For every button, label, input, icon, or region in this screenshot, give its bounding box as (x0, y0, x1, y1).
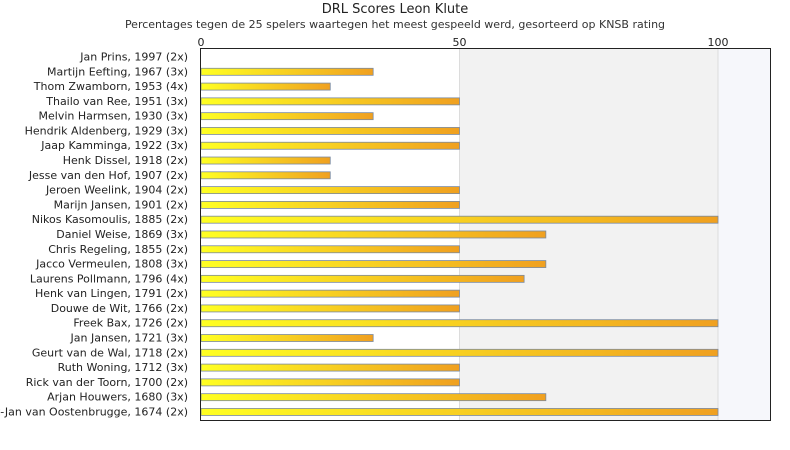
category-label: Marijn Jansen, 1901 (2x) (54, 198, 188, 211)
category-label: Jan Jansen, 1721 (3x) (70, 332, 188, 345)
bar (200, 230, 547, 239)
category-label: Arjan Houwers, 1680 (3x) (47, 391, 188, 404)
category-label: Thailo van Ree, 1951 (3x) (45, 95, 188, 108)
plot-frame (200, 48, 771, 421)
category-label: Jaap Kamminga, 1922 (3x) (40, 139, 188, 152)
bar (200, 97, 460, 106)
bar (200, 319, 719, 328)
category-label: t-Jan van Oostenbrugge, 1674 (2x) (0, 405, 188, 418)
category-label: Rick van der Toorn, 1700 (2x) (26, 376, 188, 389)
bar (200, 156, 331, 165)
category-label: Laurens Pollmann, 1796 (4x) (30, 272, 188, 285)
bar (200, 171, 331, 180)
category-label: Jan Prins, 1997 (2x) (79, 51, 188, 64)
bar (200, 334, 374, 342)
category-label: Nikos Kasomoulis, 1885 (2x) (32, 213, 188, 226)
chart-subtitle: Percentages tegen de 25 spelers waartege… (124, 18, 666, 31)
bar (200, 304, 460, 313)
category-label: Freek Bax, 1726 (2x) (73, 317, 188, 330)
category-label: Thom Zwamborn, 1953 (4x) (33, 80, 188, 93)
category-label: Henk Dissel, 1918 (2x) (63, 154, 188, 167)
category-label: Douwe de Wit, 1766 (2x) (51, 302, 188, 315)
category-label: Daniel Weise, 1869 (3x) (56, 228, 188, 241)
bar (200, 260, 547, 268)
bar (200, 215, 719, 224)
chart-title: DRL Scores Leon Klute (321, 2, 469, 17)
category-label: Melvin Harmsen, 1930 (3x) (39, 110, 188, 123)
bar (200, 393, 547, 402)
category-label: Jacco Vermeulen, 1808 (3x) (35, 258, 188, 271)
bar (200, 127, 460, 135)
bar (200, 274, 525, 283)
bar (200, 67, 374, 76)
bar (200, 408, 719, 416)
category-label: Hendrik Aldenberg, 1929 (3x) (25, 124, 188, 137)
bar (200, 363, 460, 372)
bar (200, 82, 331, 91)
category-label: Martijn Eefting, 1967 (3x) (47, 65, 188, 78)
category-label: Jeroen Weelink, 1904 (2x) (45, 184, 188, 197)
bar (200, 141, 460, 150)
x-tick-label: 0 (198, 36, 205, 49)
band-above-100 (718, 48, 771, 421)
bar (200, 112, 374, 121)
bar (200, 245, 460, 254)
category-label: Geurt van de Wal, 1718 (2x) (32, 346, 188, 359)
bar (200, 186, 460, 195)
bar (200, 200, 460, 209)
bar (200, 289, 460, 298)
bar (200, 348, 719, 357)
x-tick-label: 100 (708, 36, 729, 49)
x-tick-label: 50 (453, 36, 467, 49)
category-label: Jesse van den Hof, 1907 (2x) (28, 169, 188, 182)
category-label: Henk van Lingen, 1791 (2x) (35, 287, 188, 300)
category-label: Ruth Woning, 1712 (3x) (58, 361, 188, 374)
category-label: Chris Regeling, 1855 (2x) (48, 243, 188, 256)
bar (200, 378, 460, 387)
